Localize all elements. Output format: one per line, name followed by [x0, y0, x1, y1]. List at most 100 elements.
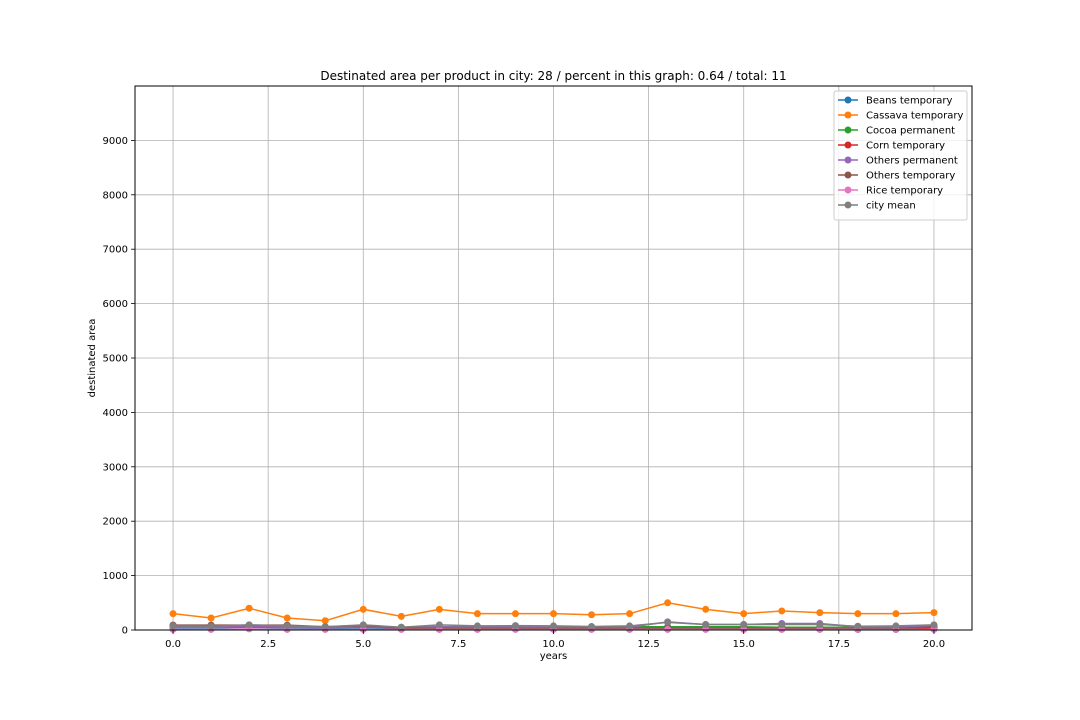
data-point-city-mean [245, 621, 253, 629]
x-tick-label: 12.5 [637, 639, 659, 650]
legend-item-city-mean[interactable]: city mean [838, 201, 916, 212]
y-tick-label: 3000 [103, 462, 128, 473]
legend-item-corn-temporary[interactable]: Corn temporary [838, 141, 945, 152]
x-tick-label: 5.0 [355, 639, 371, 650]
y-tick-label: 4000 [103, 408, 128, 419]
series-cassava-temporary [169, 599, 938, 625]
legend-label: Rice temporary [866, 186, 943, 197]
data-point-city-mean [664, 618, 672, 626]
data-point-cassava-temporary [321, 617, 329, 625]
x-tick-label: 17.5 [828, 639, 850, 650]
data-point-cassava-temporary [511, 610, 519, 618]
data-point-cassava-temporary [664, 599, 672, 607]
data-point-cassava-temporary [245, 604, 253, 612]
legend-marker [844, 111, 852, 119]
y-axis-label: destinated area [87, 319, 98, 398]
data-point-city-mean [550, 622, 557, 630]
data-point-city-mean [778, 621, 786, 629]
x-tick-label: 7.5 [450, 639, 466, 650]
data-point-cassava-temporary [626, 610, 634, 618]
data-point-cassava-temporary [359, 605, 367, 613]
x-tick-label: 15.0 [733, 639, 755, 650]
legend-label: Cassava temporary [866, 111, 964, 122]
data-point-cassava-temporary [207, 614, 215, 622]
legend-label: Others temporary [866, 171, 955, 182]
y-tick-label: 8000 [103, 190, 128, 201]
series-group [169, 599, 938, 633]
data-point-cassava-temporary [435, 605, 443, 613]
legend[interactable]: Beans temporary Cassava temporary Cocoa pe… [833, 90, 968, 221]
data-point-city-mean [930, 621, 938, 629]
data-point-cassava-temporary [702, 605, 710, 613]
series-city-mean [169, 618, 938, 631]
data-point-city-mean [321, 623, 329, 631]
data-point-cassava-temporary [473, 610, 481, 618]
data-point-city-mean [359, 621, 367, 629]
data-point-rice-temporary [702, 625, 710, 633]
legend-item-cassava-temporary[interactable]: Cassava temporary [838, 111, 964, 122]
data-point-city-mean [511, 622, 519, 630]
x-tick-label: 0.0 [165, 639, 181, 650]
legend-item-cocoa-permanent[interactable]: Cocoa permanent [838, 126, 955, 137]
data-point-city-mean [473, 622, 481, 630]
y-tick-label: 5000 [103, 354, 128, 365]
x-tick-label: 10.0 [542, 639, 564, 650]
legend-box [833, 90, 968, 221]
data-point-cassava-temporary [854, 610, 862, 618]
data-point-city-mean [892, 622, 900, 630]
legend-label: Cocoa permanent [866, 126, 955, 137]
data-point-cassava-temporary [397, 612, 405, 620]
legend-marker [844, 186, 852, 194]
legend-label: Others permanent [866, 156, 958, 167]
data-point-city-mean [816, 621, 824, 629]
data-point-city-mean [626, 622, 634, 630]
legend-item-rice-temporary[interactable]: Rice temporary [838, 186, 943, 197]
data-point-cassava-temporary [740, 610, 748, 618]
data-point-city-mean [283, 622, 291, 630]
data-point-cassava-temporary [550, 610, 557, 618]
legend-marker [844, 96, 852, 104]
legend-label: Corn temporary [866, 141, 945, 152]
legend-marker [844, 171, 852, 179]
data-point-cassava-temporary [169, 610, 177, 618]
data-point-rice-temporary [664, 625, 672, 633]
data-point-cassava-temporary [778, 607, 786, 615]
legend-item-others-permanent[interactable]: Others permanent [838, 156, 958, 167]
legend-label: Beans temporary [866, 96, 952, 107]
data-point-rice-temporary [816, 625, 824, 633]
data-point-city-mean [435, 621, 443, 629]
data-point-city-mean [397, 623, 405, 631]
chart-title: Destinated area per product in city: 28 … [320, 69, 786, 83]
data-point-city-mean [169, 622, 177, 630]
data-point-cassava-temporary [816, 609, 824, 617]
y-tick-label: 0 [122, 626, 128, 637]
x-tick-label: 2.5 [260, 639, 276, 650]
data-point-city-mean [588, 622, 596, 630]
data-point-city-mean [207, 622, 215, 630]
data-point-city-mean [740, 621, 748, 629]
data-point-cassava-temporary [892, 610, 900, 618]
legend-item-beans-temporary[interactable]: Beans temporary [838, 96, 952, 107]
data-point-city-mean [702, 621, 710, 629]
x-tick-label: 20.0 [923, 639, 945, 650]
y-tick-label: 9000 [103, 136, 128, 147]
y-tick-label: 2000 [103, 517, 128, 528]
legend-marker [844, 201, 852, 209]
legend-item-others-temporary[interactable]: Others temporary [838, 171, 955, 182]
legend-marker [844, 126, 852, 134]
data-point-cassava-temporary [283, 614, 291, 622]
data-point-city-mean [854, 622, 862, 630]
legend-label: city mean [866, 201, 916, 212]
axis-ticks: 0.0 2.5 5.0 7.5 10.0 12.5 15.0 17.5 20.0 0 1000 200… [103, 136, 946, 650]
y-tick-label: 7000 [103, 245, 128, 256]
legend-marker [844, 141, 852, 149]
data-point-rice-temporary [778, 625, 786, 633]
data-point-rice-temporary [740, 625, 748, 633]
y-tick-label: 1000 [103, 571, 128, 582]
data-point-cassava-temporary [588, 611, 596, 619]
data-point-cassava-temporary [930, 609, 938, 617]
legend-marker [844, 156, 852, 164]
y-tick-label: 6000 [103, 299, 128, 310]
